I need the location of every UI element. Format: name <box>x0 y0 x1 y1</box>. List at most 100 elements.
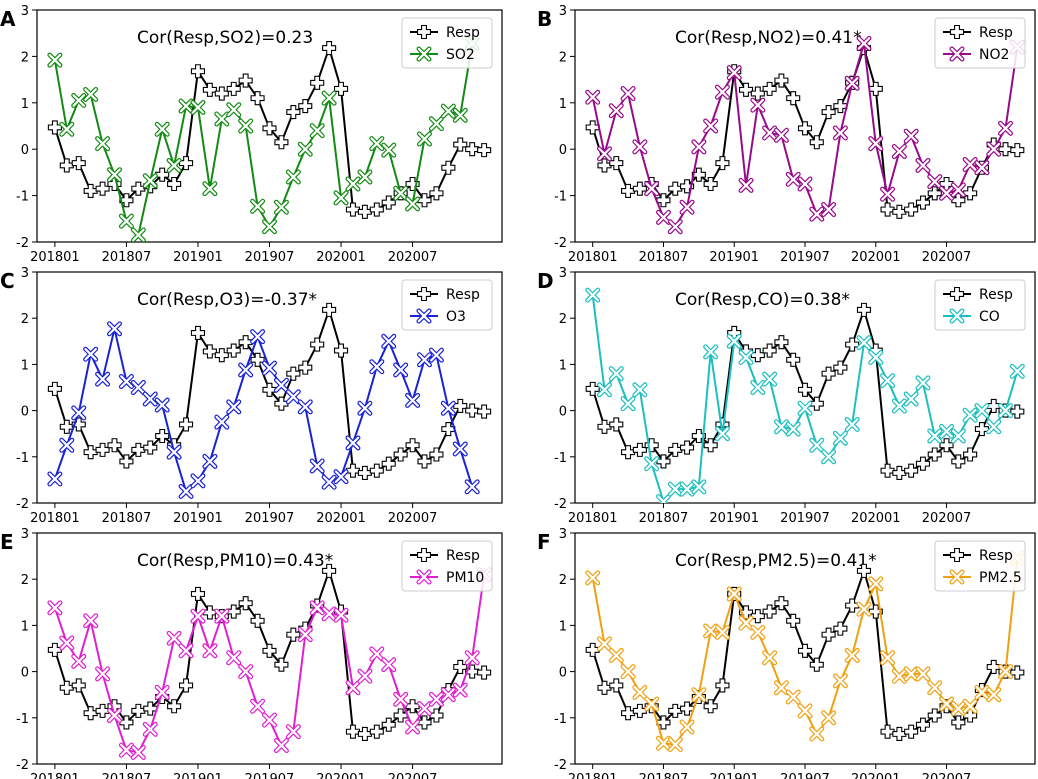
data-point <box>691 687 707 703</box>
data-point <box>131 442 146 457</box>
data-point <box>429 447 444 462</box>
legend-label: Resp <box>979 287 1013 303</box>
x-tick-label: 202007 <box>388 250 438 265</box>
data-point <box>762 343 777 358</box>
data-point <box>298 98 313 114</box>
data-point <box>71 92 87 108</box>
data-point <box>345 202 361 217</box>
data-point <box>986 141 1002 157</box>
data-point <box>797 703 813 719</box>
data-point <box>644 696 660 712</box>
data-point <box>118 213 134 229</box>
data-point <box>405 196 421 212</box>
data-point <box>950 428 966 444</box>
data-point <box>465 664 480 679</box>
data-point <box>986 659 1001 675</box>
data-point <box>321 90 337 106</box>
data-point <box>95 371 111 387</box>
data-point <box>226 650 242 666</box>
data-point <box>726 333 742 349</box>
series-resp <box>47 302 492 481</box>
data-point <box>821 105 836 120</box>
data-point <box>986 687 1002 703</box>
data-point <box>393 185 409 201</box>
y-tick-label: 0 <box>559 143 567 158</box>
data-point <box>393 691 409 707</box>
legend: Resp O3 <box>401 279 493 331</box>
data-point <box>597 158 612 173</box>
y-tick-label: 0 <box>21 143 29 158</box>
panel-letter: D <box>537 269 554 293</box>
x-tick-label: 201807 <box>102 250 152 265</box>
data-point <box>915 195 930 210</box>
y-tick-label: -1 <box>554 712 567 727</box>
data-point <box>714 426 730 442</box>
x-tick-label: 201901 <box>709 772 759 779</box>
data-point <box>750 624 766 640</box>
data-point <box>891 398 907 414</box>
data-point <box>880 202 895 217</box>
data-point <box>285 724 301 740</box>
data-point <box>369 136 385 152</box>
data-point <box>381 333 397 349</box>
data-point <box>714 84 730 100</box>
data-point <box>441 160 456 175</box>
data-point <box>440 400 456 416</box>
data-point <box>691 428 706 444</box>
data-point <box>655 735 671 751</box>
data-point <box>286 627 301 642</box>
data-point <box>951 715 966 730</box>
data-point <box>416 547 432 563</box>
data-point <box>632 181 647 196</box>
legend-label: Resp <box>446 25 480 41</box>
data-point <box>309 600 325 616</box>
correlation-annotation: Cor(Resp,PM10)=0.43* <box>137 551 333 571</box>
data-point <box>844 416 860 432</box>
y-tick-label: -2 <box>554 497 567 512</box>
data-point <box>585 570 601 586</box>
data-point <box>226 343 241 358</box>
data-point <box>214 414 230 430</box>
data-point <box>585 287 601 303</box>
data-point <box>250 198 266 214</box>
legend-label: Resp <box>979 548 1013 564</box>
data-point <box>596 636 612 652</box>
data-point <box>142 721 158 737</box>
data-point <box>1010 143 1025 158</box>
x-tick-label: 201907 <box>780 772 830 779</box>
y-tick-label: 2 <box>559 312 567 327</box>
data-point <box>809 726 825 742</box>
data-point <box>904 202 919 217</box>
series-pm10 <box>47 567 492 760</box>
panel-letter: A <box>0 7 16 31</box>
data-point <box>477 665 492 680</box>
data-point <box>856 335 872 351</box>
data-point <box>47 52 63 68</box>
data-point <box>286 366 301 381</box>
data-point <box>821 366 836 381</box>
data-point <box>464 479 480 495</box>
data-point <box>1010 665 1025 680</box>
data-point <box>131 703 146 718</box>
data-point <box>107 707 122 723</box>
data-point <box>655 494 671 503</box>
data-point <box>274 396 289 411</box>
data-point <box>285 169 301 185</box>
data-point <box>238 596 253 611</box>
data-point <box>250 91 265 106</box>
data-point <box>632 684 648 700</box>
data-point <box>773 127 789 143</box>
data-point <box>903 391 919 407</box>
data-point <box>142 173 158 189</box>
data-point <box>762 81 777 96</box>
data-point <box>785 171 801 187</box>
data-point <box>453 659 468 675</box>
legend: Resp NO2 <box>934 17 1026 69</box>
y-tick-label: 3 <box>559 266 567 281</box>
data-point <box>667 481 683 497</box>
x-tick-label: 202001 <box>316 250 366 265</box>
legend-label: Resp <box>446 287 480 303</box>
data-point <box>71 653 87 669</box>
data-point <box>774 73 789 88</box>
data-point <box>963 186 978 201</box>
